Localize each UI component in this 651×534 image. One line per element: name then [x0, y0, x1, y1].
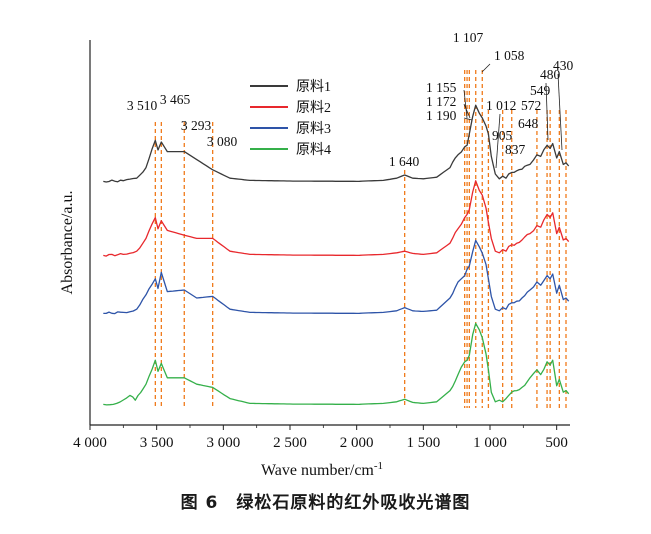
legend-label-2: 原料2 — [296, 100, 331, 116]
annotation-3293: 3 293 — [181, 118, 212, 133]
x-tick-label-6: 1 000 — [473, 435, 507, 451]
legend-label-4: 原料4 — [296, 142, 331, 158]
x-tick-label-7: 500 — [545, 435, 568, 451]
x-axis-label-text: Wave number/cm — [261, 462, 374, 479]
annotation-leader-1 — [463, 103, 471, 119]
annotation-1172: 1 172 — [426, 94, 456, 109]
x-tick-label-3: 2 500 — [273, 435, 307, 451]
annotation-leader-1058 — [481, 63, 491, 73]
x-tick-label-4: 2 000 — [340, 435, 374, 451]
legend-label-1: 原料1 — [296, 79, 331, 95]
annotation-3080: 3 080 — [207, 134, 238, 149]
annotation-430: 430 — [553, 58, 574, 73]
legend-label-3: 原料3 — [296, 121, 331, 137]
annotation-leader-0 — [463, 89, 468, 119]
figure-caption: 图 6 绿松石原料的红外吸收光谱图 — [180, 493, 471, 513]
x-tick-label-1: 3 500 — [140, 435, 174, 451]
annotation-837: 837 — [505, 142, 526, 157]
annotation-1012: 1 012 — [486, 98, 516, 113]
series-line-1 — [103, 104, 570, 183]
x-tick-label-0: 4 000 — [73, 435, 107, 451]
annotation-480: 480 — [540, 67, 561, 82]
x-tick-label-2: 3 000 — [206, 435, 240, 451]
y-axis-label: Absorbance/a.u. — [59, 191, 76, 295]
x-axis-label-sup: -1 — [374, 460, 383, 472]
x-axis-label: Wave number/cm-1 — [261, 460, 383, 479]
annotation-572: 572 — [521, 98, 541, 113]
annotation-leader-1012 — [495, 113, 501, 169]
annotation-3510: 3 510 — [127, 98, 158, 113]
annotation-1058: 1 058 — [494, 48, 525, 63]
annotation-leader-480 — [545, 82, 549, 141]
annotation-549: 549 — [530, 83, 551, 98]
series-line-4 — [103, 322, 570, 406]
annotation-1107: 1 107 — [453, 30, 484, 45]
annotation-3465: 3 465 — [160, 92, 191, 107]
annotation-1640: 1 640 — [389, 154, 420, 169]
series-line-2 — [103, 180, 570, 257]
annotation-905: 905 — [492, 128, 513, 143]
annotation-648: 648 — [518, 116, 539, 131]
annotation-leader-430 — [557, 73, 563, 151]
annotation-leader-2 — [463, 117, 473, 121]
x-tick-label-5: 1 500 — [406, 435, 440, 451]
annotation-1155: 1 155 — [426, 80, 457, 95]
series-line-3 — [103, 239, 570, 315]
annotation-1190: 1 190 — [426, 108, 457, 123]
